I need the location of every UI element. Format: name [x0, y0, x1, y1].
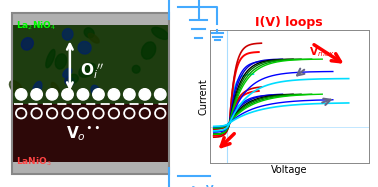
Ellipse shape [78, 41, 91, 54]
Bar [12, 13, 169, 25]
Ellipse shape [91, 85, 100, 97]
Ellipse shape [132, 65, 140, 73]
Text: V: V [206, 185, 213, 187]
Ellipse shape [141, 42, 156, 59]
Circle shape [77, 89, 89, 100]
Circle shape [93, 89, 104, 100]
Ellipse shape [33, 81, 42, 95]
Ellipse shape [62, 29, 73, 40]
X-axis label: Voltage: Voltage [271, 165, 307, 175]
Circle shape [46, 89, 58, 100]
Text: LaNiO$_3$: LaNiO$_3$ [16, 155, 52, 168]
Ellipse shape [88, 33, 99, 43]
Ellipse shape [79, 63, 96, 77]
Bar [12, 162, 169, 174]
Ellipse shape [21, 38, 33, 50]
Circle shape [31, 89, 42, 100]
Ellipse shape [69, 74, 78, 83]
Y-axis label: Current: Current [198, 78, 208, 115]
Ellipse shape [51, 82, 59, 94]
Ellipse shape [55, 54, 67, 69]
Circle shape [124, 89, 135, 100]
Circle shape [155, 89, 166, 100]
Ellipse shape [63, 68, 72, 77]
Text: V$_{max}$: V$_{max}$ [309, 45, 335, 59]
Title: I(V) loops: I(V) loops [256, 16, 323, 29]
Ellipse shape [9, 81, 23, 95]
Ellipse shape [84, 28, 94, 38]
Circle shape [62, 89, 73, 100]
Text: O$_i$$^{\prime\prime}$: O$_i$$^{\prime\prime}$ [80, 62, 105, 81]
Ellipse shape [152, 27, 169, 39]
Text: La$_2$NiO$_4$: La$_2$NiO$_4$ [16, 19, 56, 32]
Circle shape [15, 89, 27, 100]
Text: V$_o$$^{\bullet\bullet}$: V$_o$$^{\bullet\bullet}$ [67, 124, 101, 143]
Circle shape [108, 89, 120, 100]
Bar [12, 104, 169, 162]
Bar [12, 13, 169, 174]
Bar [12, 25, 169, 104]
Circle shape [139, 89, 150, 100]
Ellipse shape [65, 77, 74, 85]
Ellipse shape [46, 49, 55, 68]
